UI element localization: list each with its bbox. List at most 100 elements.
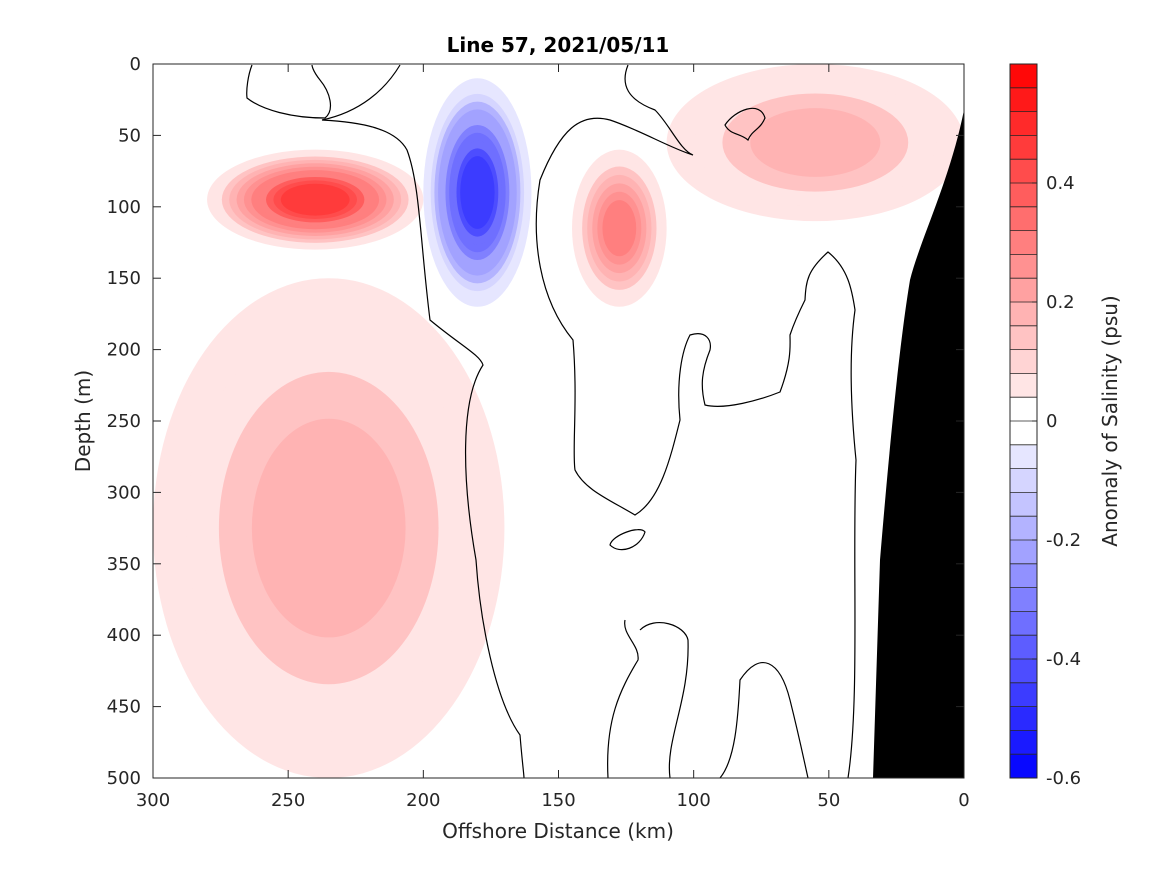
colorbar-tick-label: -0.2 <box>1046 530 1081 551</box>
anomaly-feature <box>572 149 667 307</box>
colorbar-segment <box>1010 159 1037 184</box>
colorbar-segment <box>1010 611 1037 636</box>
x-tick: 250 <box>271 64 305 811</box>
anomaly-feature <box>207 149 424 250</box>
x-tick: 0 <box>958 64 970 811</box>
y-tick: 450 <box>107 697 964 718</box>
anomaly-band <box>460 156 495 229</box>
colorbar-segment <box>1010 206 1037 232</box>
chart-title: Line 57, 2021/05/11 <box>447 33 670 57</box>
x-tick-label: 0 <box>958 790 969 811</box>
colorbar-segment <box>1010 492 1037 517</box>
anomaly-band <box>280 183 350 216</box>
y-tick-label: 350 <box>107 554 141 575</box>
y-tick-label: 400 <box>107 625 141 646</box>
y-tick: 500 <box>107 768 964 789</box>
anomaly-field <box>153 64 964 778</box>
colorbar-segment <box>1010 111 1037 136</box>
y-tick-label: 450 <box>107 697 141 718</box>
plot-area <box>153 64 964 778</box>
y-tick: 350 <box>107 554 964 575</box>
colorbar-tick: -0.4 <box>1032 649 1081 670</box>
x-tick-label: 200 <box>406 790 440 811</box>
colorbar-tick-label: -0.4 <box>1046 649 1081 670</box>
zero-contour <box>246 64 332 119</box>
colorbar-segment <box>1010 563 1037 589</box>
colorbar-segment <box>1010 444 1037 470</box>
x-tick-label: 150 <box>541 790 575 811</box>
zero-contour <box>639 621 689 778</box>
colorbar-segment <box>1010 754 1037 779</box>
colorbar-segment <box>1010 682 1037 708</box>
x-tick: 300 <box>136 64 170 811</box>
colorbar-segment <box>1010 349 1037 374</box>
zero-contour <box>609 529 646 551</box>
y-tick: 150 <box>107 268 964 289</box>
x-tick: 100 <box>676 64 711 811</box>
y-tick-label: 50 <box>118 125 141 146</box>
y-tick: 0 <box>130 54 964 75</box>
y-tick: 300 <box>107 482 964 503</box>
x-tick-label: 50 <box>817 790 840 811</box>
zero-contours <box>246 64 857 778</box>
colorbar-tick: -0.2 <box>1032 530 1081 551</box>
zero-contour <box>535 64 857 778</box>
y-tick: 200 <box>107 340 964 361</box>
y-tick: 50 <box>118 125 964 146</box>
colorbar: -0.6 -0.4 -0.2 0 0.2 0.4 <box>1009 63 1081 789</box>
colorbar-segment <box>1010 302 1037 327</box>
colorbar-segment <box>1010 468 1037 493</box>
colorbar-segment <box>1010 730 1037 755</box>
y-axis: 0 50 100 150 200 250 300 350 400 450 500 <box>107 54 964 789</box>
colorbar-segment <box>1010 135 1037 160</box>
colorbar-segment <box>1010 325 1037 351</box>
x-tick-label: 250 <box>271 790 305 811</box>
x-tick-label: 100 <box>676 790 710 811</box>
anomaly-band <box>602 200 637 257</box>
y-tick-label: 250 <box>107 411 141 432</box>
zero-contour <box>724 107 766 142</box>
x-tick-label: 300 <box>136 790 170 811</box>
colorbar-segment <box>1010 87 1037 113</box>
anomaly-feature <box>153 278 505 778</box>
colorbar-segment <box>1010 397 1037 422</box>
colorbar-segment <box>1010 540 1037 565</box>
colorbar-segment <box>1010 516 1037 541</box>
zero-contour <box>607 619 639 778</box>
y-tick: 400 <box>107 625 964 646</box>
x-tick: 150 <box>541 64 576 811</box>
x-tick: 200 <box>406 64 441 811</box>
colorbar-segment <box>1010 64 1037 89</box>
colorbar-segment <box>1010 230 1037 255</box>
colorbar-segment <box>1010 635 1037 660</box>
colorbar-segment <box>1010 421 1037 446</box>
colorbar-segment <box>1010 659 1037 684</box>
colorbar-tick: -0.6 <box>1032 768 1081 789</box>
colorbar-tick-label: 0 <box>1046 411 1057 432</box>
y-tick-label: 300 <box>107 482 141 503</box>
colorbar-segment <box>1010 373 1037 398</box>
colorbar-segment <box>1010 254 1037 279</box>
y-tick-label: 150 <box>107 268 141 289</box>
y-tick-label: 200 <box>107 340 141 361</box>
colorbar-tick-label: -0.6 <box>1046 768 1081 789</box>
anomaly-band <box>251 418 406 638</box>
anomaly-feature <box>423 78 532 307</box>
x-tick: 50 <box>817 64 840 811</box>
colorbar-tick-label: 0.2 <box>1046 292 1075 313</box>
bathymetry-seafloor <box>873 110 964 778</box>
colorbar-segment <box>1010 587 1037 612</box>
y-axis-label: Depth (m) <box>71 370 95 472</box>
colorbar-tick: 0.4 <box>1032 173 1075 194</box>
colorbar-segment <box>1010 706 1037 731</box>
anomaly-feature <box>666 64 964 222</box>
x-axis: 300 250 200 150 100 50 0 <box>136 64 970 811</box>
colorbar-tick-label: 0.4 <box>1046 173 1075 194</box>
y-tick-label: 100 <box>107 197 141 218</box>
y-tick-label: 0 <box>130 54 141 75</box>
colorbar-segment <box>1010 183 1037 208</box>
colorbar-label: Anomaly of Salinity (psu) <box>1098 295 1122 546</box>
x-axis-label: Offshore Distance (km) <box>442 819 674 843</box>
anomaly-band <box>750 108 881 177</box>
